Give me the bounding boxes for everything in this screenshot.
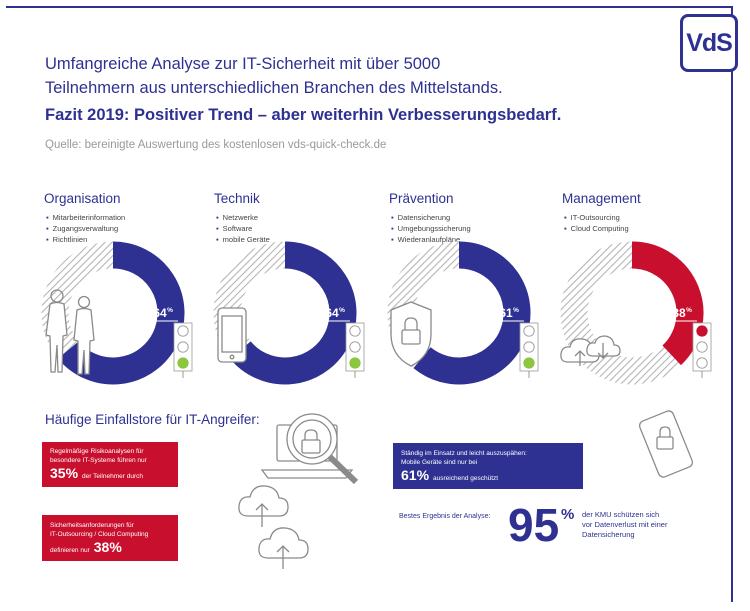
best-line3: Datensicherung — [582, 530, 635, 539]
box3-line1: Ständig im Einsatz und leicht auszuspähe… — [401, 450, 527, 457]
bullet-list-management: IT-Outsourcing Cloud Computing — [564, 212, 629, 234]
traffic-light-green — [177, 357, 189, 369]
best-result-percent-sign: % — [561, 506, 575, 523]
traffic-light-yellow — [523, 341, 535, 353]
magnifier-laptop-icon — [260, 413, 359, 485]
donut-value-segment — [229, 241, 357, 385]
donut-percent-label: 38 — [672, 306, 686, 320]
logo-text: VdS — [686, 28, 733, 57]
box2-line3: definieren nur — [50, 547, 90, 554]
box2-percent: 38% — [93, 539, 122, 555]
traffic-light-green — [696, 357, 708, 369]
traffic-light-green — [349, 357, 361, 369]
donut-value-segment — [57, 241, 185, 385]
donut-percent-sign: % — [167, 307, 173, 314]
list-item: Umgebungssicherung — [391, 223, 471, 234]
list-item: Netzwerke — [216, 212, 270, 223]
donut-percent-sign: % — [686, 307, 692, 314]
best-line2: vor Datenverlust mit einer — [582, 520, 668, 529]
smartphone-icon — [217, 307, 247, 363]
cloud-requirements-box: Sicherheitsanforderungen für IT-Outsourc… — [42, 515, 178, 561]
category-title-praevention: Prävention — [389, 191, 454, 206]
vds-logo: VdS — [680, 14, 738, 72]
header-line-2: Teilnehmern aus unterschiedlichen Branch… — [45, 79, 503, 97]
section-title: Häufige Einfallstore für IT-Angreifer: — [45, 412, 260, 427]
traffic-light-icon — [345, 322, 365, 378]
bullet-list-organisation: Mitarbeiterinformation Zugangsverwaltung… — [46, 212, 126, 245]
donut-percent-sign: % — [339, 307, 345, 314]
box2-line2: IT-Outsourcing / Cloud Computing — [50, 531, 149, 538]
donut-3: 38% — [560, 241, 704, 385]
box3-percent: 61% — [401, 467, 430, 483]
header-line-1: Umfangreiche Analyse zur IT-Sicherheit m… — [45, 55, 441, 73]
list-item: Mitarbeiterinformation — [46, 212, 126, 223]
smartphone-lock-icon — [638, 410, 694, 478]
box1-percent: 35% — [50, 465, 79, 481]
box1-line1: Regelmäßige Risikoanalysen für — [50, 448, 144, 455]
list-item: Richtlinien — [46, 234, 125, 245]
best-result-number: 95 — [508, 499, 560, 551]
mobile-devices-box: Ständig im Einsatz und leicht auszuspähe… — [393, 443, 583, 489]
risk-analysis-box: Regelmäßige Risikoanalysen für besondere… — [42, 442, 178, 487]
category-title-management: Management — [562, 191, 641, 206]
donut-percent-label: 61 — [499, 306, 513, 320]
traffic-light-red — [696, 325, 708, 337]
list-item: mobile Geräte — [216, 234, 270, 245]
bullet-list-praevention: Datensicherung Umgebungssicherung Wieder… — [391, 212, 471, 245]
headline: Fazit 2019: Positiver Trend – aber weite… — [45, 106, 562, 124]
list-item: Datensicherung — [391, 212, 471, 223]
traffic-light-red — [177, 325, 189, 337]
people-icon — [45, 289, 95, 375]
best-result-label: Bestes Ergebnis der Analyse: — [399, 513, 491, 520]
traffic-light-yellow — [696, 341, 708, 353]
donut-0: 64% — [41, 241, 185, 385]
box3-tail: ausreichend geschützt — [433, 475, 499, 482]
list-item: IT-Outsourcing — [564, 212, 629, 223]
box1-line2: besondere IT-Systeme führen nur — [50, 457, 147, 464]
source-note: Quelle: bereinigte Auswertung des kosten… — [45, 139, 387, 151]
best-line1: der KMU schützen sich — [582, 510, 660, 519]
donut-percent-sign: % — [513, 307, 519, 314]
cloud-download-icon — [586, 335, 621, 359]
box3-line2: Mobile Geräte sind nur bei — [401, 459, 478, 466]
donut-value-segment — [631, 241, 704, 366]
best-result-text: der KMU schützen sich vor Datenverlust m… — [582, 510, 667, 540]
donut-value-segment — [413, 241, 531, 385]
traffic-light-icon — [173, 322, 193, 378]
traffic-light-red — [349, 325, 361, 337]
traffic-light-yellow — [349, 341, 361, 353]
box2-line1: Sicherheitsanforderungen für — [50, 522, 134, 529]
shield-lock-icon — [390, 301, 432, 367]
traffic-light-red — [523, 325, 535, 337]
bullet-list-technik: Netzwerke Software mobile Geräte — [216, 212, 270, 245]
traffic-light-yellow — [177, 341, 189, 353]
list-item: Cloud Computing — [564, 223, 629, 234]
traffic-light-icon — [519, 322, 539, 378]
box1-tail: der Teilnehmer durch — [82, 473, 143, 480]
category-title-technik: Technik — [214, 191, 260, 206]
list-item: Wiederanlaufpläne — [391, 234, 471, 245]
traffic-light-icon — [692, 322, 712, 378]
list-item: Zugangsverwaltung — [46, 223, 125, 234]
traffic-light-green — [523, 357, 535, 369]
cloud-transfer-icon — [238, 485, 309, 569]
list-item: Software — [216, 223, 270, 234]
page-frame — [6, 6, 733, 602]
donut-percent-label: 64 — [153, 306, 167, 320]
category-title-organisation: Organisation — [44, 191, 121, 206]
donut-percent-label: 64 — [325, 306, 339, 320]
